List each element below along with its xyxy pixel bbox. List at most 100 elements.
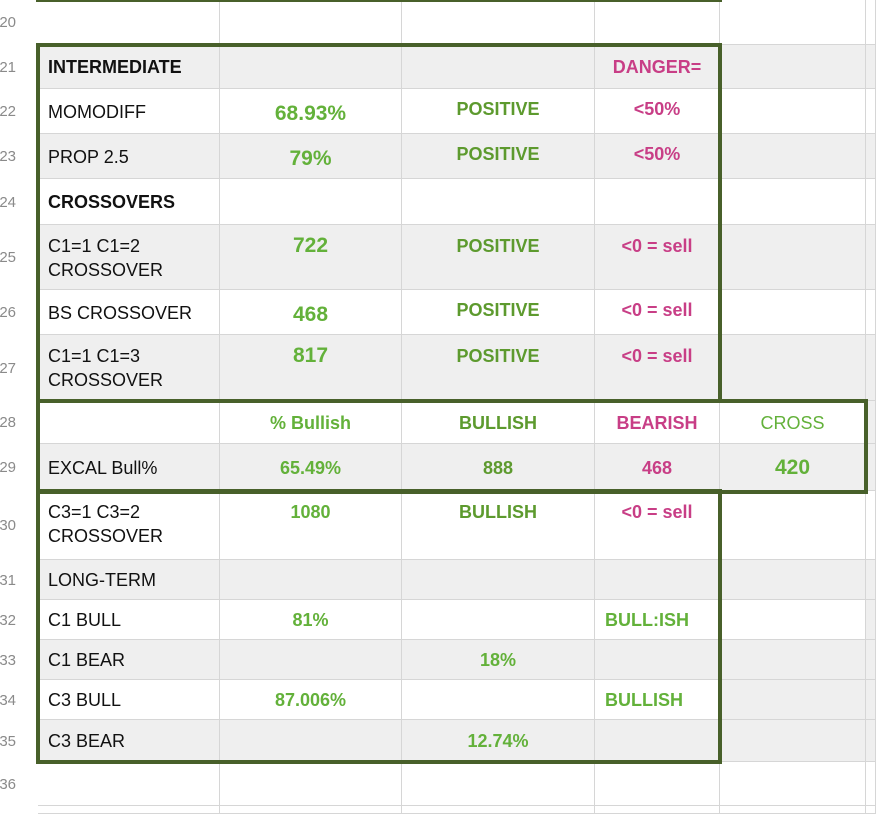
cell-a32[interactable]: C1 BULL (38, 600, 220, 640)
row-number[interactable]: 26 (0, 304, 16, 321)
cell-b34[interactable]: 87.006% (220, 680, 402, 720)
cell-c25[interactable]: POSITIVE (402, 225, 595, 290)
cell-c20[interactable] (402, 0, 595, 45)
cell-a25[interactable]: C1=1 C1=2 CROSSOVER (38, 225, 220, 290)
cell-e20[interactable] (720, 0, 866, 45)
cell-d37[interactable] (595, 806, 720, 814)
cell-d36[interactable] (595, 762, 720, 806)
cell-b25[interactable]: 722 (220, 225, 402, 290)
cell-b31[interactable] (220, 560, 402, 600)
cell-b27[interactable]: 817 (220, 335, 402, 401)
cell-c36[interactable] (402, 762, 595, 806)
cell-b30[interactable]: 1080 (220, 491, 402, 560)
cell-d27[interactable]: <0 = sell (595, 335, 720, 401)
cell-f24[interactable] (866, 179, 876, 225)
cell-e33[interactable] (720, 640, 866, 680)
cell-f37[interactable] (866, 806, 876, 814)
row-number[interactable]: 22 (0, 103, 16, 120)
cell-a36[interactable] (38, 762, 220, 806)
cell-d33[interactable] (595, 640, 720, 680)
cell-d34[interactable]: BULLISH (595, 680, 720, 720)
cell-b36[interactable] (220, 762, 402, 806)
cell-e25[interactable] (720, 225, 866, 290)
cell-d22[interactable]: <50% (595, 89, 720, 134)
row-number[interactable]: 21 (0, 58, 16, 76)
cell-e23[interactable] (720, 134, 866, 179)
cell-f23[interactable] (866, 134, 876, 179)
cell-a21[interactable]: INTERMEDIATE (38, 45, 220, 89)
cell-f20[interactable] (866, 0, 876, 45)
row-number[interactable]: 31 (0, 571, 16, 589)
cell-f29[interactable] (866, 444, 876, 491)
row-number[interactable]: 34 (0, 691, 16, 709)
cell-f27[interactable] (866, 335, 876, 401)
cell-a23[interactable]: PROP 2.5 (38, 134, 220, 179)
cell-a35[interactable]: C3 BEAR (38, 720, 220, 762)
cell-a26[interactable]: BS CROSSOVER (38, 290, 220, 335)
cell-d30[interactable]: <0 = sell (595, 491, 720, 560)
cell-f31[interactable] (866, 560, 876, 600)
cell-d25[interactable]: <0 = sell (595, 225, 720, 290)
cell-c34[interactable] (402, 680, 595, 720)
cell-e26[interactable] (720, 290, 866, 335)
cell-e30[interactable] (720, 491, 866, 560)
cell-f36[interactable] (866, 762, 876, 806)
cell-c33[interactable]: 18% (402, 640, 595, 680)
cell-f22[interactable] (866, 89, 876, 134)
cell-d23[interactable]: <50% (595, 134, 720, 179)
cell-b22[interactable]: 68.93% (220, 89, 402, 134)
cell-d28[interactable]: BEARISH (595, 401, 720, 444)
cell-f32[interactable] (866, 600, 876, 640)
cell-f28[interactable] (866, 401, 876, 444)
cell-e32[interactable] (720, 600, 866, 640)
cell-b24[interactable] (220, 179, 402, 225)
cell-b29[interactable]: 65.49% (220, 444, 402, 491)
cell-a30[interactable]: C3=1 C3=2 CROSSOVER (38, 491, 220, 560)
cell-b28[interactable]: % Bullish (220, 401, 402, 444)
cell-b33[interactable] (220, 640, 402, 680)
row-number[interactable]: 28 (0, 414, 16, 431)
cell-a37[interactable] (38, 806, 220, 814)
cell-b20[interactable] (220, 0, 402, 45)
cell-b26[interactable]: 468 (220, 290, 402, 335)
row-number[interactable]: 35 (0, 732, 16, 750)
cell-c27[interactable]: POSITIVE (402, 335, 595, 401)
cell-f25[interactable] (866, 225, 876, 290)
cell-c31[interactable] (402, 560, 595, 600)
cell-e35[interactable] (720, 720, 866, 762)
cell-a29[interactable]: EXCAL Bull% (38, 444, 220, 491)
cell-e31[interactable] (720, 560, 866, 600)
row-number[interactable]: 20 (0, 14, 16, 31)
cell-c21[interactable] (402, 45, 595, 89)
cell-c23[interactable]: POSITIVE (402, 134, 595, 179)
row-number[interactable]: 23 (0, 148, 16, 165)
cell-f33[interactable] (866, 640, 876, 680)
cell-f35[interactable] (866, 720, 876, 762)
cell-c30[interactable]: BULLISH (402, 491, 595, 560)
cell-e29[interactable]: 420 (720, 444, 866, 491)
cell-d29[interactable]: 468 (595, 444, 720, 491)
row-number[interactable]: 32 (0, 611, 16, 629)
cell-c37[interactable] (402, 806, 595, 814)
cell-e36[interactable] (720, 762, 866, 806)
cell-a20[interactable] (38, 0, 220, 45)
cell-d31[interactable] (595, 560, 720, 600)
cell-a22[interactable]: MOMODIFF (38, 89, 220, 134)
row-number[interactable]: 24 (0, 193, 16, 211)
cell-a24[interactable]: CROSSOVERS (38, 179, 220, 225)
cell-d26[interactable]: <0 = sell (595, 290, 720, 335)
cell-e37[interactable] (720, 806, 866, 814)
cell-e24[interactable] (720, 179, 866, 225)
cell-e22[interactable] (720, 89, 866, 134)
cell-a31[interactable]: LONG-TERM (38, 560, 220, 600)
cell-a33[interactable]: C1 BEAR (38, 640, 220, 680)
cell-c29[interactable]: 888 (402, 444, 595, 491)
cell-f26[interactable] (866, 290, 876, 335)
cell-a27[interactable]: C1=1 C1=3 CROSSOVER (38, 335, 220, 401)
cell-c26[interactable]: POSITIVE (402, 290, 595, 335)
row-number[interactable]: 33 (0, 651, 16, 669)
row-number[interactable]: 30 (0, 517, 16, 534)
row-number[interactable]: 36 (0, 775, 16, 793)
cell-c22[interactable]: POSITIVE (402, 89, 595, 134)
row-number[interactable]: 27 (0, 359, 16, 377)
